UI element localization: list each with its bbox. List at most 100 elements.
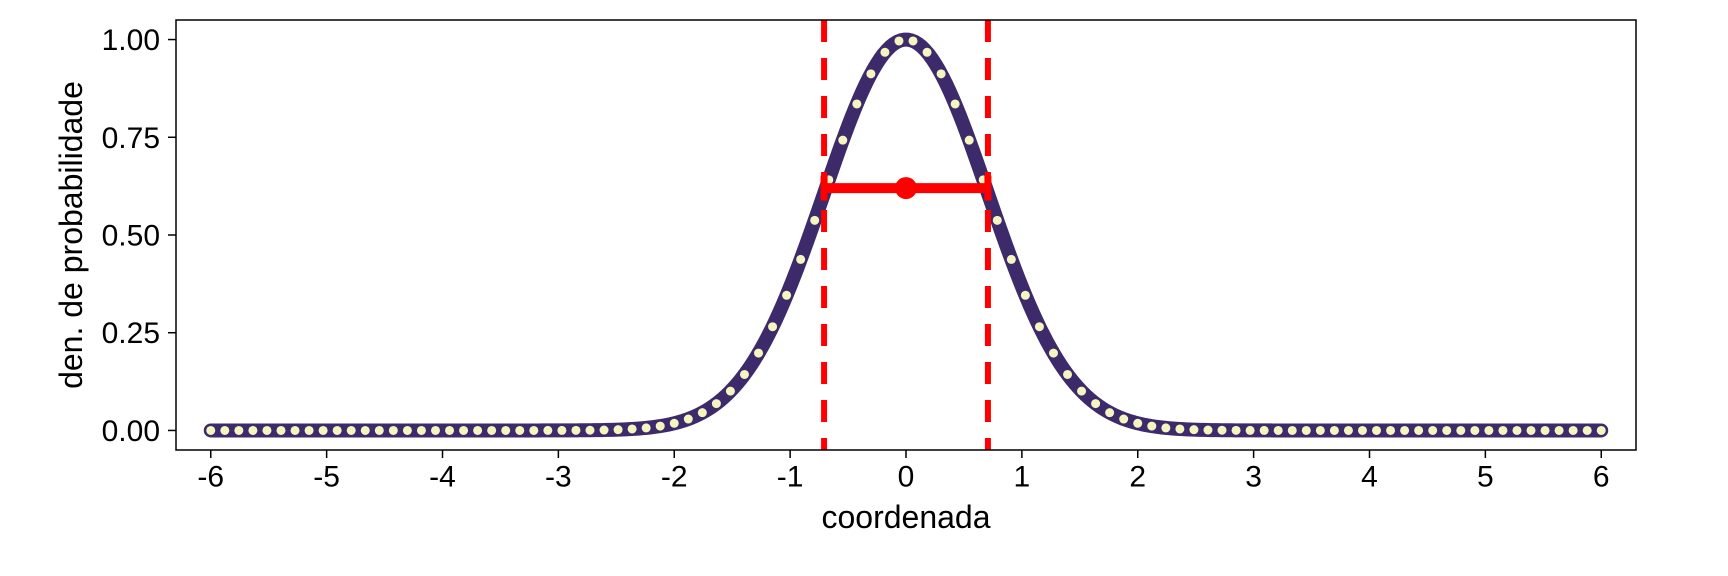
curve-marker [1246, 426, 1255, 435]
curve-marker [1316, 426, 1325, 435]
curve-marker [389, 426, 398, 435]
chart-svg: -6-5-4-3-2-101234560.000.250.500.751.00c… [0, 0, 1728, 576]
x-tick-label: 0 [898, 461, 915, 494]
curve-marker [1175, 424, 1184, 433]
curve-marker [1091, 399, 1100, 408]
curve-marker [206, 426, 215, 435]
curve-marker [515, 426, 524, 435]
x-tick-label: 6 [1593, 461, 1610, 494]
curve-marker [1498, 426, 1507, 435]
curve-marker [838, 136, 847, 145]
curve-marker [1597, 426, 1606, 435]
curve-marker [1414, 426, 1423, 435]
curve-marker [1512, 426, 1521, 435]
curve-marker [403, 426, 412, 435]
curve-marker [319, 426, 328, 435]
x-tick-label: 3 [1245, 461, 1262, 494]
curve-marker [1021, 291, 1030, 300]
curve-marker [361, 426, 370, 435]
curve-marker [1569, 426, 1578, 435]
curve-marker [993, 216, 1002, 225]
y-tick-label: 1.00 [102, 24, 160, 57]
sigma-errorbar-center [895, 177, 917, 199]
curve-marker [1302, 426, 1311, 435]
curve-marker [1358, 426, 1367, 435]
y-tick-label: 0.00 [102, 415, 160, 448]
curve-marker [600, 426, 609, 435]
curve-marker [1442, 426, 1451, 435]
curve-marker [866, 69, 875, 78]
x-tick-label: -6 [197, 461, 224, 494]
curve-marker [1203, 426, 1212, 435]
curve-marker [965, 136, 974, 145]
curve-marker [726, 387, 735, 396]
curve-marker [670, 419, 679, 428]
curve-marker [529, 426, 538, 435]
curve-marker [1330, 426, 1339, 435]
curve-marker [1400, 426, 1409, 435]
curve-marker [585, 426, 594, 435]
curve-marker [937, 69, 946, 78]
curve-marker [571, 426, 580, 435]
curve-marker [557, 426, 566, 435]
curve-marker [628, 424, 637, 433]
curve-marker [698, 408, 707, 417]
y-tick-label: 0.50 [102, 220, 160, 253]
curve-marker [262, 426, 271, 435]
curve-marker [1218, 426, 1227, 435]
curve-marker [1386, 426, 1395, 435]
curve-marker [614, 425, 623, 434]
curve-marker [754, 349, 763, 358]
curve-marker [768, 322, 777, 331]
curve-marker [1583, 426, 1592, 435]
curve-marker [431, 426, 440, 435]
curve-marker [220, 426, 229, 435]
curve-marker [642, 423, 651, 432]
probability-density-chart: -6-5-4-3-2-101234560.000.250.500.751.00c… [0, 0, 1728, 576]
curve-marker [1189, 425, 1198, 434]
y-tick-label: 0.75 [102, 122, 160, 155]
curve-marker [1147, 422, 1156, 431]
curve-marker [248, 426, 257, 435]
curve-marker [276, 426, 285, 435]
curve-marker [909, 36, 918, 45]
curve-marker [347, 426, 356, 435]
curve-marker [923, 48, 932, 57]
curve-marker [712, 399, 721, 408]
curve-marker [1035, 322, 1044, 331]
curve-marker [1484, 426, 1493, 435]
curve-marker [1344, 426, 1353, 435]
curve-marker [291, 426, 300, 435]
curve-marker [1119, 415, 1128, 424]
curve-marker [1049, 349, 1058, 358]
x-tick-label: -5 [313, 461, 340, 494]
x-tick-label: 5 [1477, 461, 1494, 494]
curve-marker [1260, 426, 1269, 435]
curve-marker [234, 426, 243, 435]
curve-marker [333, 426, 342, 435]
curve-marker [1555, 426, 1564, 435]
curve-marker [1470, 426, 1479, 435]
x-tick-label: 4 [1361, 461, 1378, 494]
curve-marker [1541, 426, 1550, 435]
curve-marker [782, 291, 791, 300]
curve-marker [501, 426, 510, 435]
curve-marker [305, 426, 314, 435]
curve-marker [1456, 426, 1465, 435]
curve-marker [417, 426, 426, 435]
curve-marker [473, 426, 482, 435]
curve-marker [375, 426, 384, 435]
y-tick-label: 0.25 [102, 317, 160, 350]
curve-marker [1274, 426, 1283, 435]
curve-marker [459, 426, 468, 435]
curve-marker [1063, 370, 1072, 379]
curve-marker [1133, 419, 1142, 428]
curve-marker [1232, 426, 1241, 435]
x-tick-label: 2 [1129, 461, 1146, 494]
curve-marker [810, 216, 819, 225]
curve-marker [1527, 426, 1536, 435]
curve-marker [894, 36, 903, 45]
x-tick-label: -1 [777, 461, 804, 494]
curve-marker [796, 255, 805, 264]
x-axis-label: coordenada [821, 499, 990, 535]
